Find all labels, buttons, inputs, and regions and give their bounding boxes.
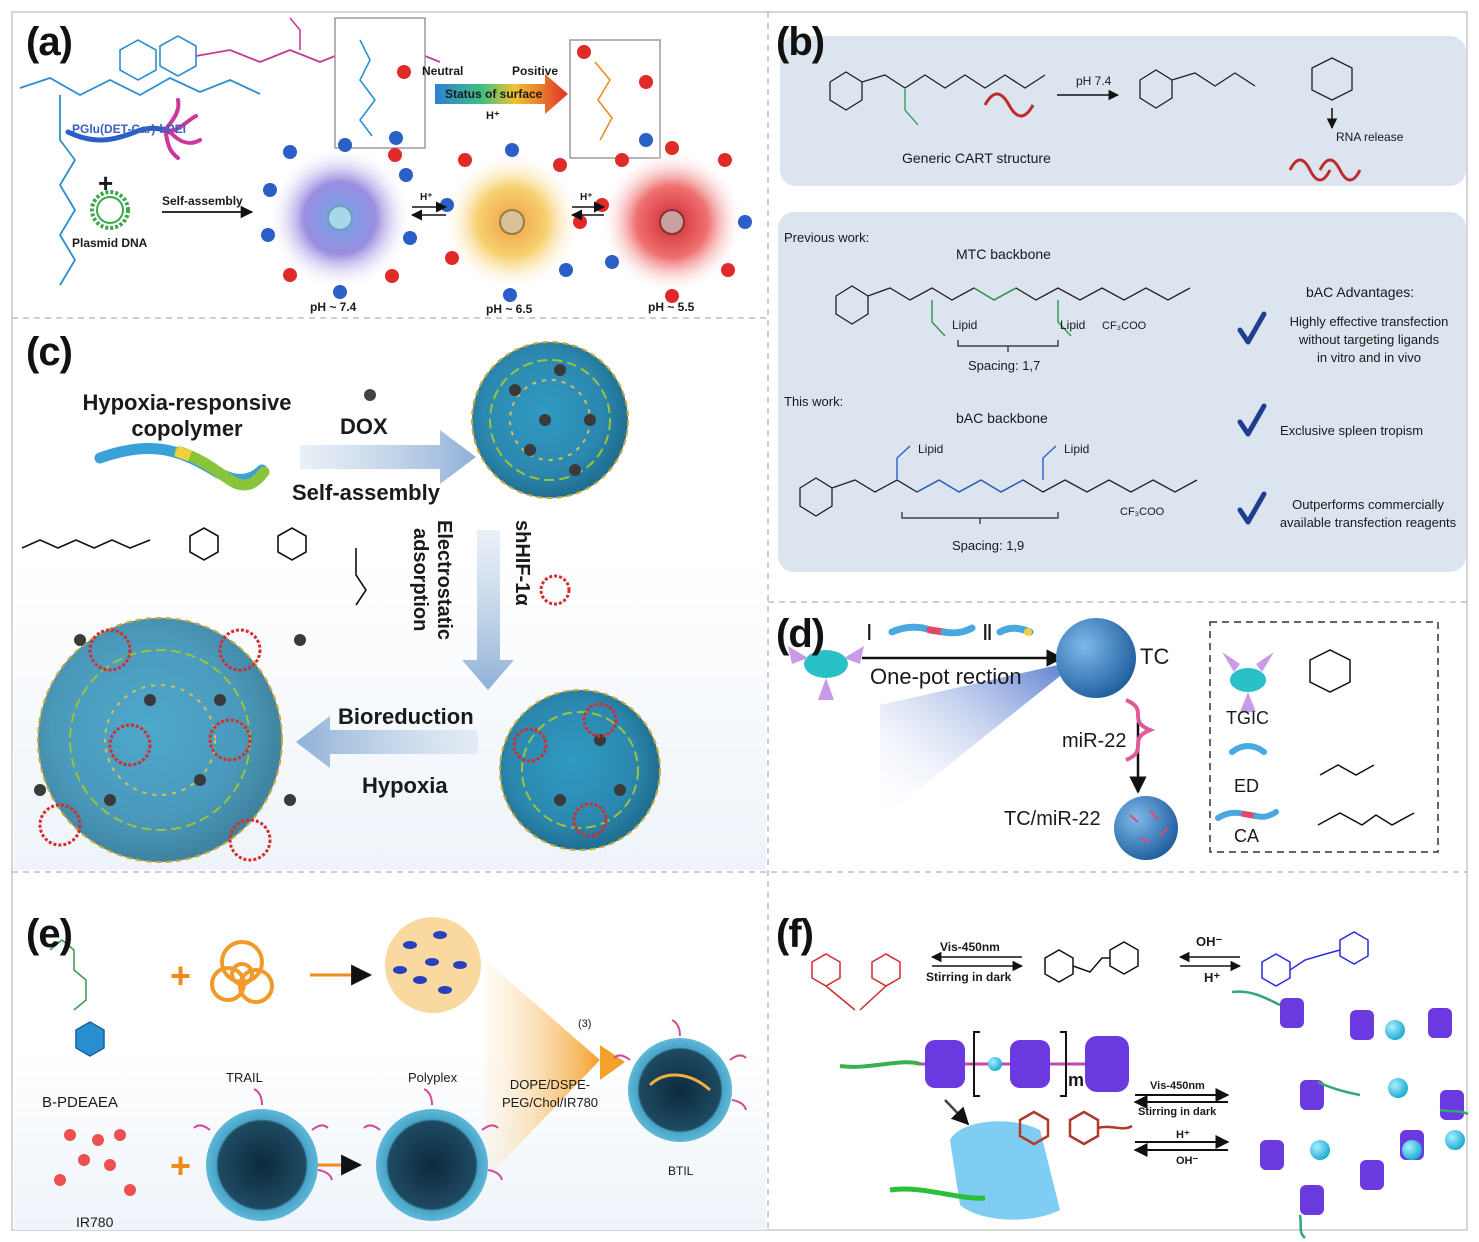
panel-f-graphics (811, 931, 1469, 1239)
ph-state-3: pH ~ 5.5 (648, 300, 695, 314)
status-label: Status of surface (445, 87, 543, 101)
copolymer-label: Hypoxia-responsive copolymer (82, 390, 292, 441)
svg-text:+: + (170, 955, 191, 996)
panel-c-graphics (14, 341, 766, 870)
h-plus-eq-2: H⁺ (580, 192, 593, 203)
m-subscript: m (1068, 1070, 1085, 1090)
stirring-label-top: Stirring in dark (926, 970, 1012, 984)
electrostatic-label: Electrostatic adsorption (409, 520, 455, 641)
legend-ed: ED (1234, 776, 1260, 796)
step-i: Ⅰ (866, 620, 873, 645)
oh-label-bottom: OH⁻ (1176, 1155, 1199, 1167)
svg-text:+: + (170, 1145, 191, 1186)
tc-label: TC (1140, 644, 1170, 669)
panel-e-label: (e) (26, 912, 73, 956)
panel-b-label: (b) (776, 20, 825, 64)
h-label-bottom: H⁺ (1176, 1129, 1190, 1141)
step3-label: (3) (578, 1018, 592, 1030)
generic-cart-label: Generic CART structure (902, 150, 1051, 166)
panel-a-graphics (19, 17, 752, 303)
lipid-bac-2: Lipid (1064, 442, 1090, 456)
self-assembly-label-a: Self-assembly (162, 194, 243, 208)
neutral-label: Neutral (422, 64, 464, 78)
shhif-label: shHIF-1α (511, 520, 533, 606)
ph-state-2: pH ~ 6.5 (486, 302, 533, 316)
mtc-backbone-label: MTC backbone (956, 246, 1051, 262)
trail-label: TRAIL (226, 1070, 263, 1085)
lipids-label: DOPE/DSPE- PEG/Chol/IR780 (501, 1077, 599, 1110)
h-label-top: H⁺ (1204, 970, 1221, 985)
legend-tgic: TGIC (1226, 708, 1269, 728)
this-work-label: This work: (784, 394, 844, 409)
panel-c-label: (c) (26, 330, 73, 374)
rna-release-label: RNA release (1336, 130, 1404, 144)
bioreduction-label: Bioreduction (338, 704, 474, 729)
mir22-label: miR-22 (1062, 730, 1127, 752)
spacing-mtc: Spacing: 1,7 (968, 358, 1041, 373)
advantage-2: Exclusive spleen tropism (1280, 423, 1424, 438)
ph-condition: pH 7.4 (1076, 74, 1112, 88)
counter-ion-mtc: CF₃COO (1102, 320, 1147, 332)
advantages-title: bAC Advantages: (1306, 284, 1415, 300)
lipid-mtc-1: Lipid (952, 318, 978, 332)
self-assembly-label-c: Self-assembly (292, 480, 440, 505)
counter-ion-bac: CF₃COO (1120, 506, 1165, 518)
panel-d-graphics (788, 618, 1439, 860)
panel-f-label: (f) (776, 912, 814, 956)
polyplex-label: Polyplex (408, 1070, 458, 1085)
spacing-bac: Spacing: 1,9 (952, 538, 1025, 553)
plus-sign: + (98, 168, 114, 198)
hypoxia-label: Hypoxia (362, 773, 448, 798)
ir780-label: IR780 (76, 1214, 114, 1230)
step-ii: Ⅱ (982, 620, 993, 645)
panel-d-label: (d) (776, 612, 825, 656)
panel-b-graphics (778, 36, 1466, 572)
h-plus-label: H⁺ (486, 110, 500, 122)
positive-label: Positive (512, 64, 559, 78)
one-pot-label: One-pot rection (870, 664, 1022, 689)
legend-ca: CA (1234, 826, 1260, 846)
polymer-name: PGlu(DET-Car)-bPEI (72, 122, 187, 136)
oh-label-top: OH⁻ (1196, 934, 1223, 949)
vis-label-top: Vis-450nm (940, 940, 1000, 954)
stirring-label-bottom: Stirring in dark (1138, 1106, 1217, 1118)
panel-e-graphics: + + (14, 917, 766, 1230)
btil-label: BTIL (668, 1164, 694, 1178)
advantage-1: Highly effective transfection without ta… (1289, 314, 1449, 365)
plasmid-label: Plasmid DNA (72, 236, 148, 250)
lipid-mtc-2: Lipid (1060, 318, 1086, 332)
advantage-3: Outperforms commercially available trans… (1279, 497, 1457, 530)
tc-mir22-label: TC/miR-22 (1004, 808, 1101, 830)
h-plus-eq-1: H⁺ (420, 192, 433, 203)
panel-a-label: (a) (26, 20, 73, 64)
bac-backbone-label: bAC backbone (956, 410, 1048, 426)
dox-label: DOX (340, 414, 388, 439)
vis-label-bottom: Vis-450nm (1150, 1080, 1205, 1092)
ph-state-1: pH ~ 7.4 (310, 300, 357, 314)
previous-work-label: Previous work: (784, 230, 870, 245)
lipid-bac-1: Lipid (918, 442, 944, 456)
bpdeaea-label: B-PDEAEA (42, 1094, 118, 1111)
